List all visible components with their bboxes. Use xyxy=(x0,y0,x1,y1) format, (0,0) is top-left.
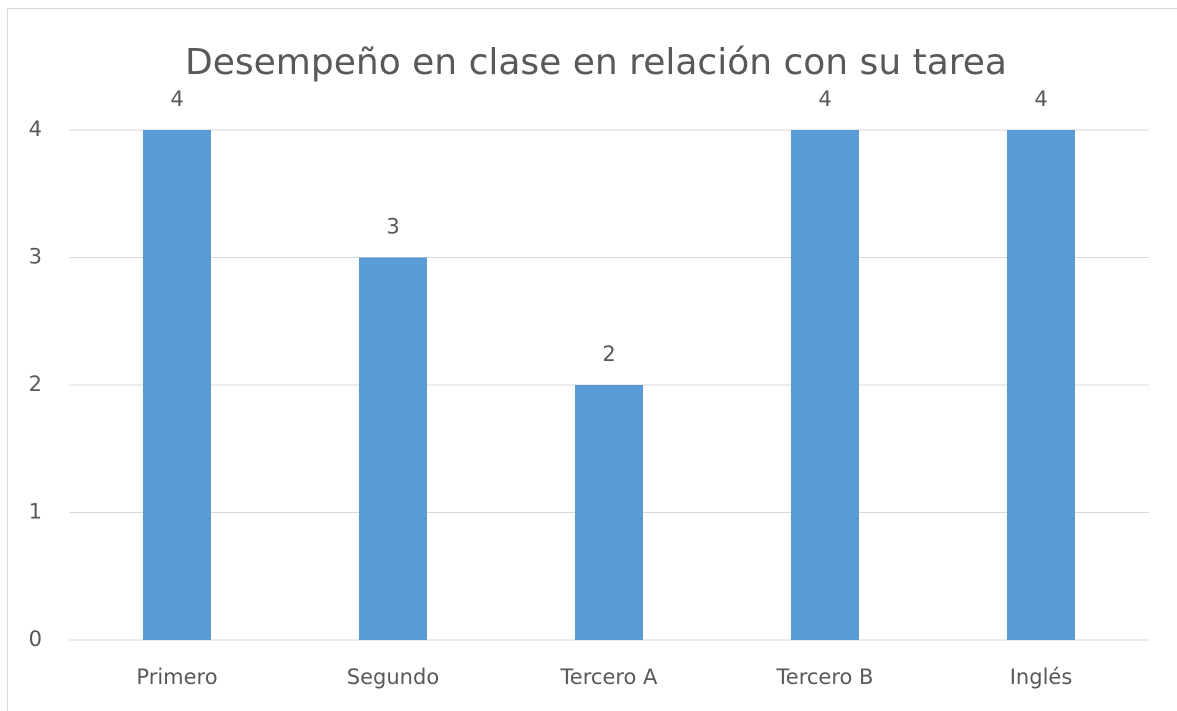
y-tick-label: 4 xyxy=(29,117,42,141)
y-tick-label: 1 xyxy=(29,500,42,524)
data-label: 4 xyxy=(170,87,183,111)
x-tick-label: Tercero A xyxy=(560,665,659,689)
data-label: 3 xyxy=(386,215,399,239)
bar xyxy=(1007,130,1075,640)
x-tick-label: Inglés xyxy=(1010,665,1073,689)
x-tick-label: Segundo xyxy=(347,665,439,689)
bar xyxy=(575,385,643,640)
bar xyxy=(359,257,427,640)
bar xyxy=(143,130,211,640)
data-label: 4 xyxy=(818,87,831,111)
bar xyxy=(791,130,859,640)
y-tick-label: 0 xyxy=(29,627,42,651)
chart-title: Desempeño en clase en relación con su ta… xyxy=(185,42,1007,83)
data-label: 2 xyxy=(602,342,615,366)
data-label: 4 xyxy=(1034,87,1047,111)
y-tick-label: 2 xyxy=(29,372,42,396)
y-tick-label: 3 xyxy=(29,245,42,269)
x-tick-label: Tercero B xyxy=(776,665,874,689)
x-tick-label: Primero xyxy=(136,665,217,689)
